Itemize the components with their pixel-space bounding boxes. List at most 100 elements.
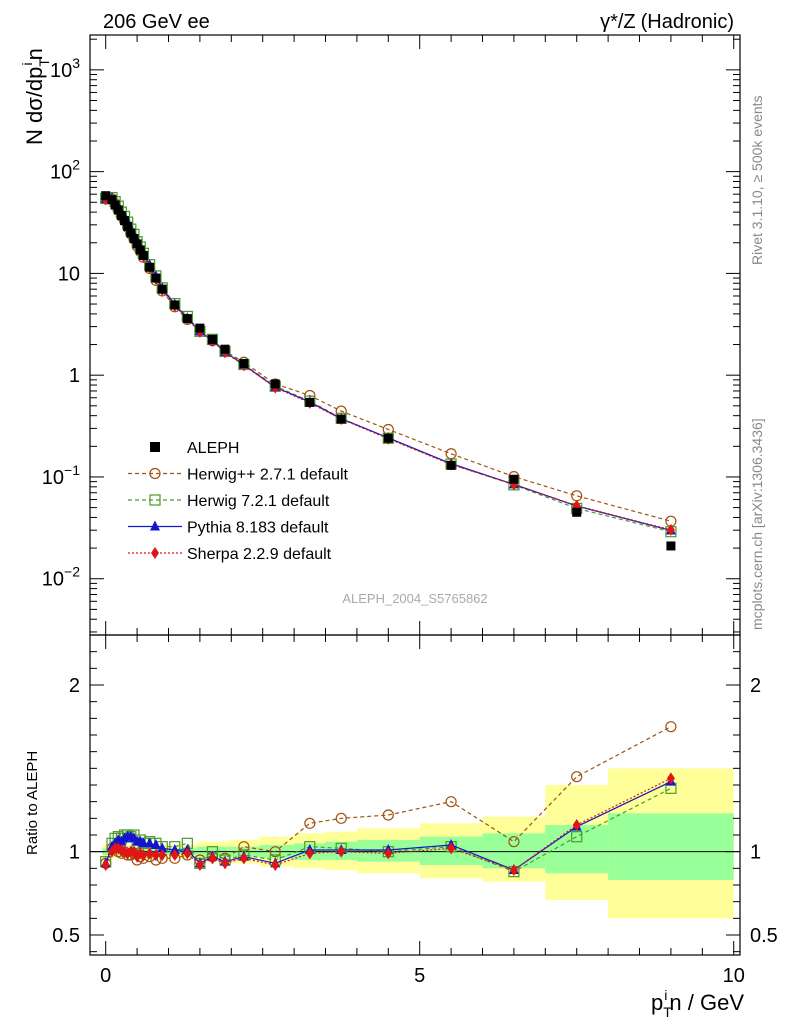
data-point-18 xyxy=(207,334,217,344)
y-tick-label-ratio-right-0.5: 0.5 xyxy=(750,925,778,947)
y-tick-label-main-0.01: 10−2 xyxy=(42,564,80,591)
data-point-4 xyxy=(116,211,126,221)
main-point-herwigpp-27 xyxy=(571,490,583,502)
legend-label-data: ALEPH xyxy=(187,440,239,457)
ratio-point-sherpa-0 xyxy=(101,859,110,871)
data-point-14 xyxy=(157,284,167,294)
ratio-point-herwigpp-21 xyxy=(269,846,281,858)
y-tick-base: 10 xyxy=(42,569,64,591)
legend-marker-herwigpp xyxy=(149,467,161,480)
y-tick-base: 10 xyxy=(50,162,72,184)
header-right-text: (Hadronic) xyxy=(641,11,734,33)
main-frame xyxy=(89,34,741,636)
data-point-3 xyxy=(113,205,123,215)
legend-label-pythia: Pythia 8.183 default xyxy=(187,520,329,537)
ratio-point-herwigpp-26 xyxy=(508,836,520,848)
y-tick-label-ratio-0.5: 0.5 xyxy=(52,925,80,947)
y-tick-exponent: −2 xyxy=(64,564,80,580)
legend-label-sherpa: Sherpa 2.2.9 default xyxy=(187,546,332,563)
data-point-26 xyxy=(509,474,519,484)
y-axis-label-main-text: N dσ/dp xyxy=(22,67,47,145)
y-tick-exponent: 3 xyxy=(72,55,80,71)
legend: ALEPH Herwig++ 2.7.1 default Herwig 7.2.1 … xyxy=(128,440,349,563)
ratio-point-herwigpp-22 xyxy=(304,817,316,829)
data-point-21 xyxy=(270,379,280,389)
data-point-10 xyxy=(135,245,145,255)
ratio-point-pythia-14 xyxy=(157,842,168,853)
x-axis-label: pTin / GeV xyxy=(651,987,744,1020)
legend-marker-data xyxy=(150,442,160,452)
ratio-point-sherpa-27 xyxy=(572,819,581,831)
x-tick-label-0: 0 xyxy=(100,965,111,987)
x-tick-label-10: 10 xyxy=(723,965,745,987)
data-point-1 xyxy=(107,195,117,205)
ratio-point-sherpa-13 xyxy=(151,849,160,861)
y-tick-base: 10 xyxy=(42,467,64,489)
legend-marker-pythia xyxy=(150,520,160,531)
y-tick-label-ratio-right-2: 2 xyxy=(750,675,761,697)
mcplots-label: mcplots.cern.ch [arXiv:1306.3436] xyxy=(749,418,765,630)
ratio-point-pythia-13 xyxy=(150,839,161,849)
ratio-point-sherpa-16 xyxy=(183,847,192,860)
y-tick-label-main-1: 1 xyxy=(69,365,80,387)
ratio-point-sherpa-19 xyxy=(221,857,230,870)
y-tick-label-ratio-2: 2 xyxy=(69,675,80,697)
data-point-12 xyxy=(145,262,155,272)
y-axis-label-main-sup: i xyxy=(19,62,35,65)
ratio-point-herwigpp-23 xyxy=(335,812,347,824)
ratio-point-pythia-11 xyxy=(138,837,149,848)
ratio-point-sherpa-24 xyxy=(384,847,393,860)
header-left-label: 206 GeV ee xyxy=(103,11,210,33)
ratio-point-sherpa-22 xyxy=(305,847,314,860)
y-tick-label-main-10: 10 xyxy=(58,263,80,285)
ratio-point-herwigpp-28 xyxy=(665,721,677,733)
ratio-point-sherpa-15 xyxy=(170,849,179,861)
ratio-point-herwigpp-27 xyxy=(571,771,583,783)
data-point-15 xyxy=(170,300,180,310)
band-inner-9 xyxy=(545,825,609,874)
legend-label-herwig: Herwig 7.2.1 default xyxy=(187,493,330,510)
ratio-point-sherpa-14 xyxy=(158,849,167,861)
y-tick-label-ratio-1: 1 xyxy=(69,842,80,864)
y-axis-label-ratio: Ratio to ALEPH xyxy=(24,751,41,855)
ratio-point-herwigpp-25 xyxy=(445,796,457,808)
data-point-19 xyxy=(220,344,230,354)
data-point-16 xyxy=(182,314,192,324)
x-axis-label-sub: T xyxy=(663,1004,672,1020)
data-point-25 xyxy=(446,460,456,470)
data-point-17 xyxy=(195,323,205,333)
analysis-watermark: ALEPH_2004_S5765862 xyxy=(342,591,487,606)
ratio-point-sherpa-28 xyxy=(666,772,675,785)
data-point-5 xyxy=(120,216,130,226)
x-axis-label-tail: n / GeV xyxy=(669,990,744,1015)
ratio-point-sherpa-26 xyxy=(509,864,518,876)
data-point-23 xyxy=(336,414,346,424)
ratio-point-sherpa-12 xyxy=(145,847,154,860)
y-axis-label-main: N dσ/dpTin xyxy=(19,48,52,145)
ratio-point-herwigpp-24 xyxy=(382,809,394,821)
data-point-28 xyxy=(666,541,676,551)
band-inner-10 xyxy=(608,813,734,880)
y-tick-base: 10 xyxy=(58,263,80,285)
y-tick-label-main-0.1: 10−1 xyxy=(42,462,80,489)
data-point-2 xyxy=(110,200,120,210)
legend-label-herwigpp: Herwig++ 2.7.1 default xyxy=(187,467,349,484)
y-tick-exponent: 2 xyxy=(72,157,80,173)
ratio-point-sherpa-17 xyxy=(195,859,204,871)
y-axis-label-main-sub: T xyxy=(36,58,52,67)
band-inner-8 xyxy=(482,833,546,869)
ratio-point-sherpa-11 xyxy=(139,849,148,861)
data-point-13 xyxy=(151,273,161,283)
header-right-symbol: γ*/Z xyxy=(600,11,636,33)
ratio-point-sherpa-20 xyxy=(239,852,248,865)
data-point-7 xyxy=(126,228,136,238)
data-point-9 xyxy=(132,239,142,249)
legend-marker-herwig xyxy=(149,494,161,506)
rivet-label: Rivet 3.1.10, ≥ 500k events xyxy=(749,95,765,265)
uncertainty-bands xyxy=(102,768,734,919)
ratio-point-sherpa-25 xyxy=(447,842,456,855)
y-tick-base: 10 xyxy=(50,60,72,82)
data-point-6 xyxy=(123,221,133,231)
